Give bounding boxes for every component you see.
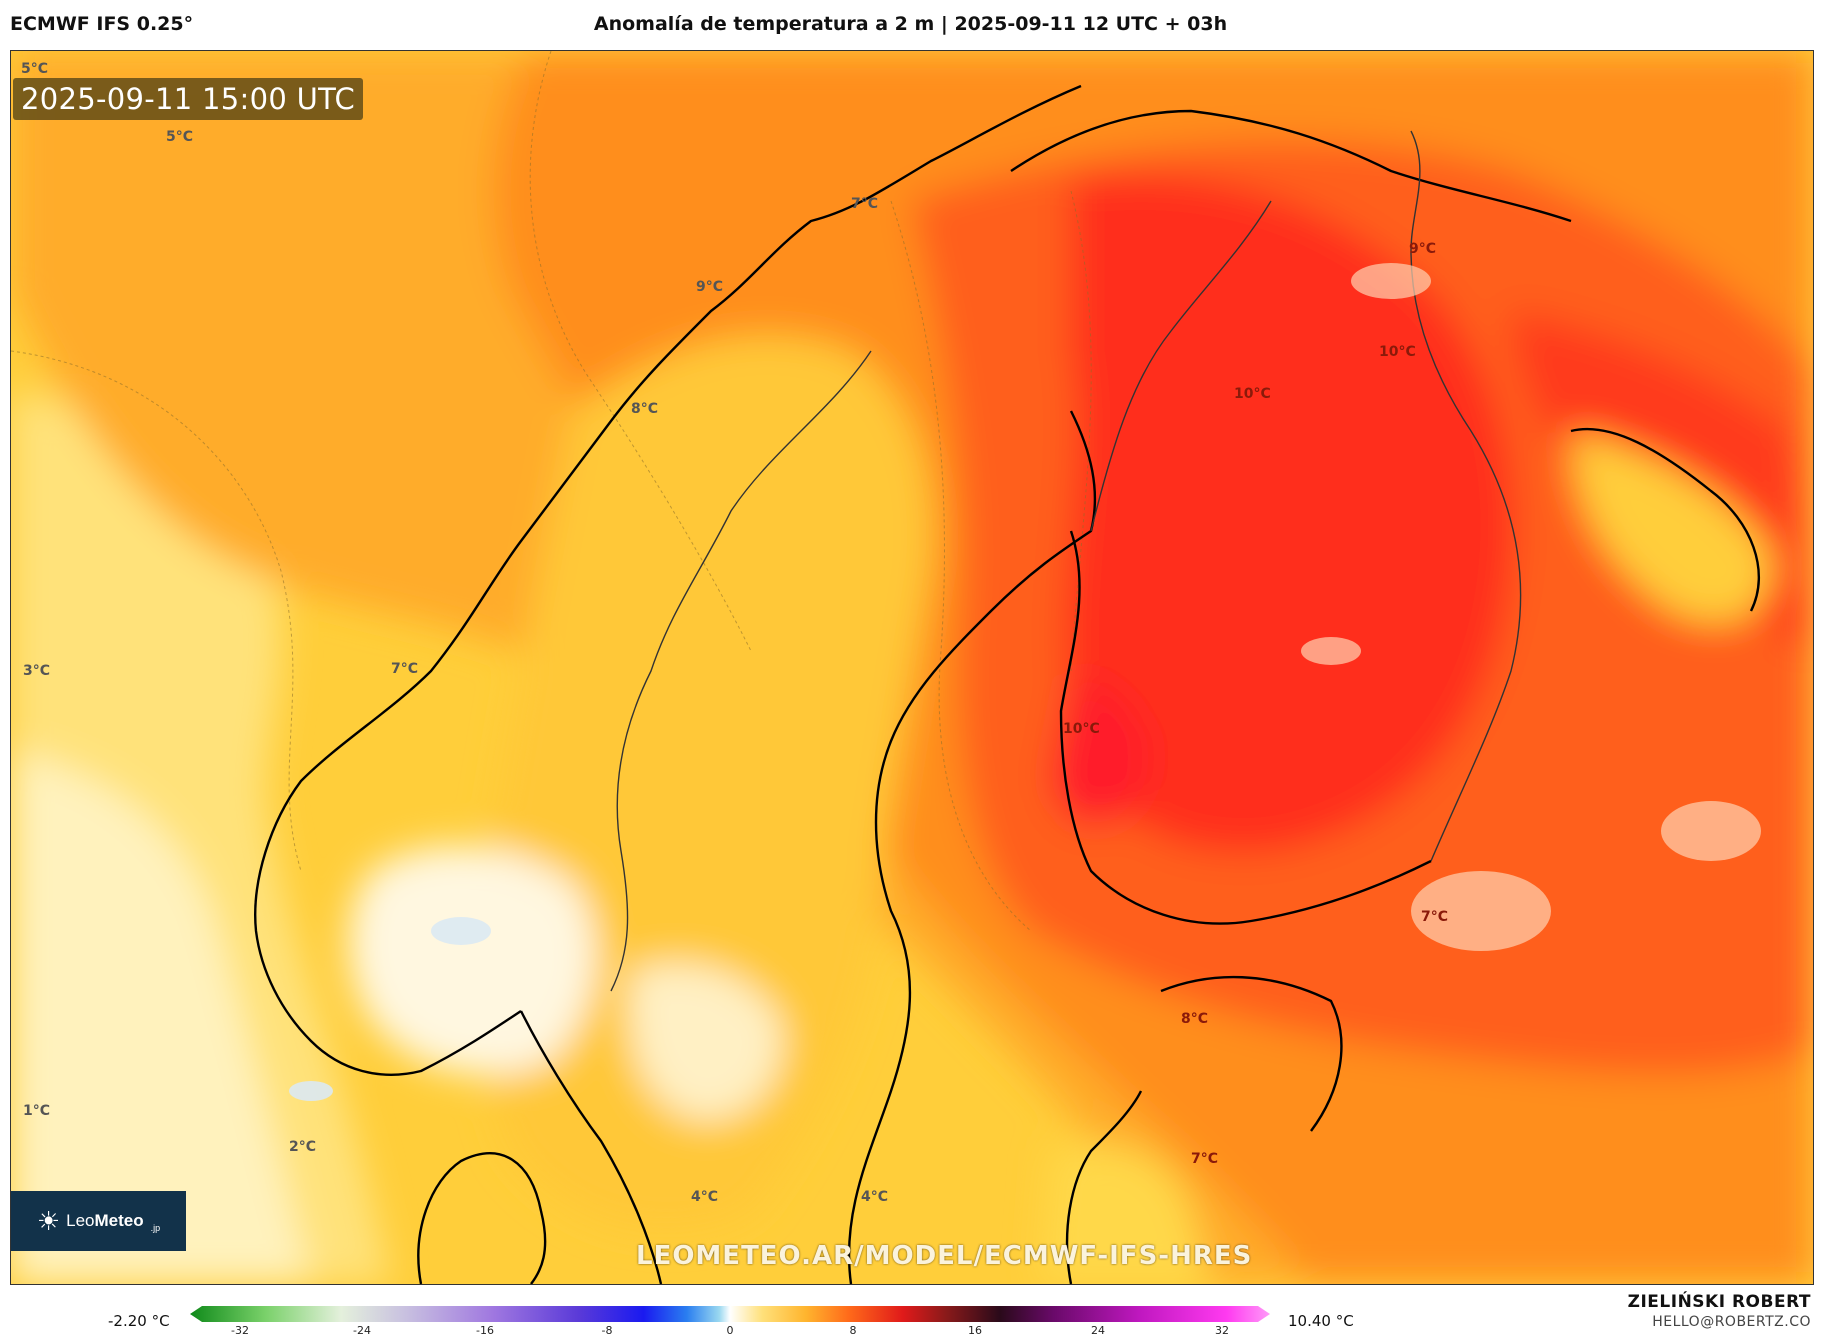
lake	[1301, 637, 1361, 665]
finland-red-core	[1065, 175, 1515, 853]
contour-label: 3°C	[23, 663, 51, 679]
north-cape-coastline	[1010, 109, 1572, 223]
lake	[1661, 801, 1761, 861]
white-sea-coastline	[1570, 427, 1760, 612]
model-name: ECMWF IFS 0.25°	[10, 13, 194, 35]
colorbar-min-label: -2.20 °C	[108, 1312, 170, 1330]
colorbar: -2.20 °C	[0, 1290, 1821, 1339]
sweden-east-coastline	[847, 410, 1097, 1284]
finland-russia-border	[1410, 130, 1522, 862]
contour-line	[11, 350, 302, 872]
colorbar-tick: 16	[968, 1324, 982, 1337]
sweden-south-pale	[629, 963, 783, 1121]
cold-lake	[289, 1081, 333, 1101]
map-title: Anomalía de temperatura a 2 m | 2025-09-…	[593, 13, 1228, 35]
colorbar-tick: 0	[726, 1324, 734, 1337]
colorbar-max-label: 10.40 °C	[1288, 1312, 1354, 1330]
baltic-yellow	[1041, 1143, 1211, 1284]
contour-label: 9°C	[1409, 241, 1437, 257]
author-name: ZIELIŃSKI ROBERT	[1627, 1292, 1811, 1312]
colorbar-tick: 8	[849, 1324, 857, 1337]
leometeo-logo: ☀ LeoMeteo .jp	[11, 1191, 186, 1251]
lake	[1411, 871, 1551, 951]
finland-coastline	[1059, 530, 1432, 925]
estonia-coastline	[1160, 975, 1343, 1132]
contour-label: 5°C	[21, 61, 49, 77]
colorbar-tick: -8	[601, 1324, 613, 1337]
contour-label: 4°C	[861, 1189, 889, 1205]
west-sea-pale	[11, 751, 311, 1284]
contour-label: 4°C	[691, 1189, 719, 1205]
contour-label: 5°C	[166, 129, 194, 145]
anomaly-field	[11, 51, 1813, 1284]
contour-line	[890, 200, 1032, 932]
author-credit: ZIELIŃSKI ROBERT HELLO@ROBERTZ.CO	[1628, 1292, 1811, 1330]
gulf-bothnia-red	[1051, 671, 1149, 826]
lake	[1351, 263, 1431, 299]
contour-label: 7°C	[391, 661, 419, 677]
contour-label: 7°C	[1191, 1151, 1219, 1167]
contour-line	[1070, 190, 1092, 672]
temperature-anomaly-map: 2025-09-11 15:00 UTC 5°C 5°C 7°C 9°C 8°C…	[10, 50, 1814, 1285]
contour-label: 8°C	[1181, 1011, 1209, 1027]
norway-south-cold	[348, 845, 596, 1076]
contour-line	[529, 51, 752, 652]
contour-label: 8°C	[631, 401, 659, 417]
contour-label: 7°C	[851, 196, 879, 212]
contour-label: 7°C	[1421, 909, 1449, 925]
colorbar-tick: 24	[1091, 1324, 1105, 1337]
valid-time-stamp: 2025-09-11 15:00 UTC	[13, 78, 364, 120]
sun-icon: ☀	[36, 1206, 61, 1236]
contour-label: 10°C	[1379, 344, 1416, 360]
white-sea-yellow	[1571, 431, 1773, 623]
source-url: LEOMETEO.AR/MODEL/ECMWF-IFS-HRES	[636, 1241, 1253, 1271]
logo-text: LeoMeteo	[66, 1211, 144, 1230]
contour-label: 2°C	[289, 1139, 317, 1155]
denmark-coastline	[417, 1152, 547, 1284]
colorbar-tick: -32	[231, 1324, 249, 1337]
colorbar-tick: 32	[1215, 1324, 1229, 1337]
cold-lake	[431, 917, 491, 945]
logo-suffix: .jp	[150, 1223, 161, 1233]
latvia-coastline	[1065, 1090, 1143, 1284]
sweden-finland-border	[1090, 200, 1272, 532]
colorbar-tick: -16	[476, 1324, 494, 1337]
colorbar-gradient	[190, 1306, 1270, 1322]
norway-sweden-border	[610, 350, 872, 992]
contour-label: 1°C	[23, 1103, 51, 1119]
author-email: HELLO@ROBERTZ.CO	[1652, 1314, 1811, 1330]
norway-coastline	[254, 84, 1082, 1076]
sweden-interior	[482, 334, 933, 1231]
contour-label: 10°C	[1063, 721, 1100, 737]
colorbar-tick: -24	[353, 1324, 371, 1337]
contour-label: 9°C	[696, 279, 724, 295]
sweden-west-coastline	[519, 1010, 663, 1284]
contour-label: 10°C	[1234, 386, 1271, 402]
